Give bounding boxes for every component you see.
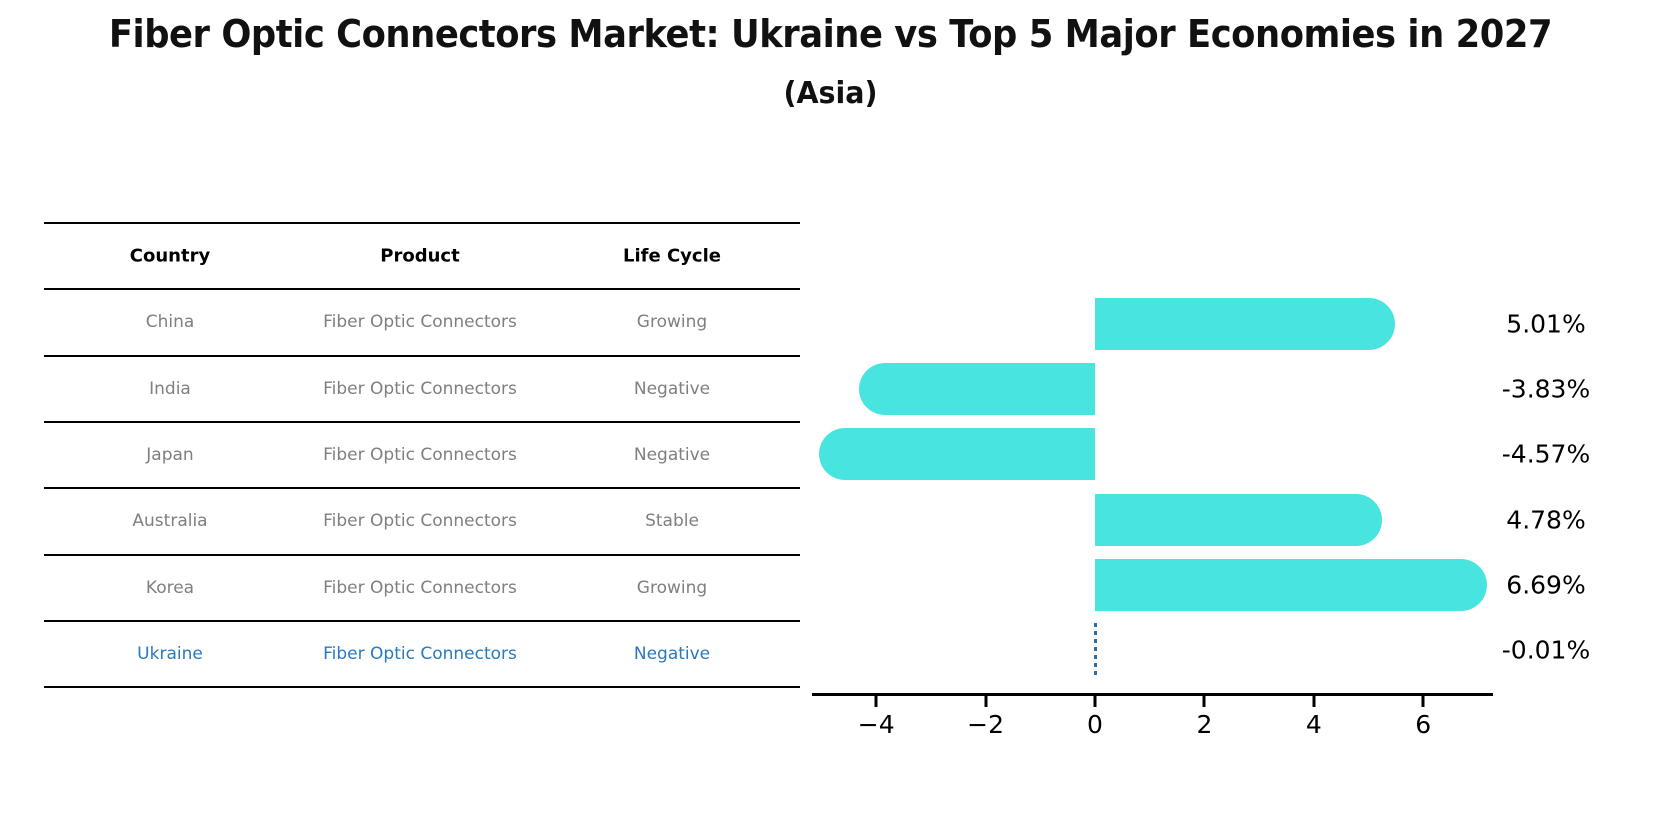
cell-life_cycle: Negative (633, 378, 711, 399)
x-axis-line (812, 693, 1493, 696)
value-label-australia: 4.78% (1506, 505, 1586, 535)
x-axis-tick (1312, 695, 1316, 707)
cell-product: Fiber Optic Connectors (323, 643, 517, 664)
bar-china (1095, 298, 1396, 350)
table-rule (44, 222, 800, 224)
table-rule (44, 288, 800, 291)
table-rule (44, 619, 800, 622)
value-label-india: -3.83% (1501, 374, 1591, 404)
cell-country: Japan (146, 445, 194, 466)
column-header-product: Product (380, 245, 460, 267)
cell-product: Fiber Optic Connectors (323, 511, 517, 532)
column-header-country: Country (129, 245, 211, 267)
x-axis-tick-label: 0 (1087, 710, 1103, 739)
x-axis-tick-label: 4 (1305, 710, 1322, 739)
zero-value-marker-ukraine (1094, 623, 1097, 677)
table-rule (44, 354, 800, 357)
cell-country: China (145, 312, 195, 333)
x-axis-tick-label: 6 (1415, 710, 1432, 739)
cell-product: Fiber Optic Connectors (323, 445, 517, 466)
bar-australia (1095, 493, 1383, 546)
bar-india (859, 363, 1095, 416)
cell-country: India (149, 378, 191, 399)
cell-product: Fiber Optic Connectors (323, 577, 517, 598)
x-axis-tick-label: 2 (1196, 710, 1213, 739)
value-label-korea: 6.69% (1506, 570, 1586, 600)
cell-life_cycle: Negative (633, 445, 711, 466)
cell-product: Fiber Optic Connectors (323, 378, 517, 399)
cell-product: Fiber Optic Connectors (323, 312, 517, 333)
x-axis-tick-label: −4 (857, 710, 895, 739)
value-label-china: 5.01% (1506, 309, 1586, 339)
x-axis-tick-label: −2 (967, 710, 1005, 739)
cell-country: Korea (145, 577, 195, 598)
column-header-life_cycle: Life Cycle (623, 245, 721, 267)
cell-life_cycle: Growing (636, 312, 708, 333)
x-axis-tick (1093, 695, 1097, 707)
bar-japan (819, 428, 1095, 481)
cell-country: Ukraine (137, 643, 203, 664)
x-axis-tick (1421, 695, 1425, 707)
table-rule (44, 686, 800, 689)
table-rule (44, 420, 800, 423)
bar-korea (1095, 558, 1487, 611)
cell-life_cycle: Stable (645, 511, 699, 532)
cell-life_cycle: Growing (636, 577, 708, 598)
value-label-ukraine: -0.01% (1501, 635, 1591, 665)
value-label-japan: -4.57% (1501, 439, 1591, 469)
x-axis-tick (984, 695, 988, 707)
page-subtitle: (Asia) (783, 76, 878, 111)
table-rule (44, 487, 800, 490)
cell-country: Australia (132, 511, 208, 532)
x-axis-tick (874, 695, 878, 707)
table-rule (44, 553, 800, 556)
x-axis-tick (1202, 695, 1206, 707)
page-title: Fiber Optic Connectors Market: Ukraine v… (108, 12, 1553, 56)
cell-life_cycle: Negative (633, 643, 711, 664)
